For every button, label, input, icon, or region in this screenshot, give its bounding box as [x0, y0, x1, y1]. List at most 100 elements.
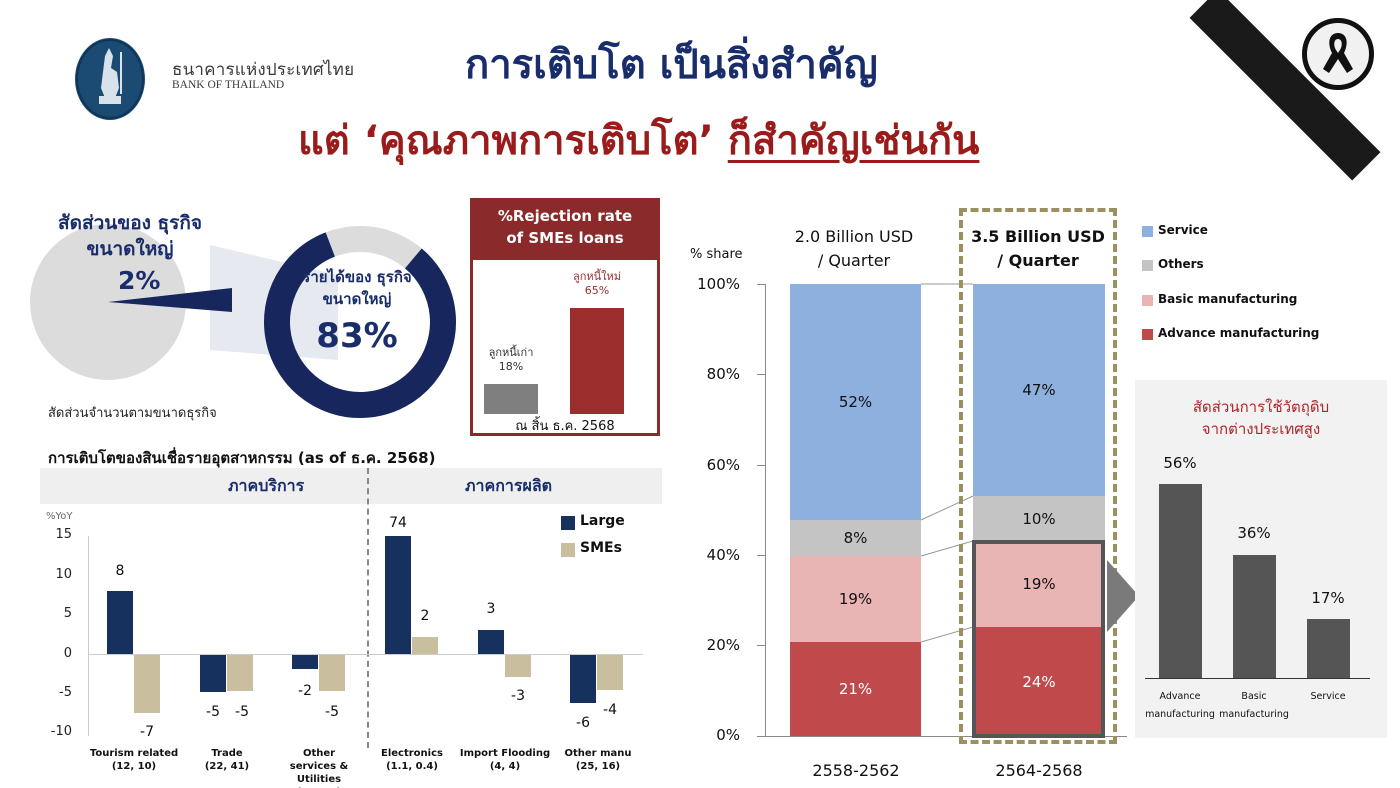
y-tick: 20%	[706, 636, 740, 654]
bar-large-electronics	[385, 536, 411, 654]
stacked-y-unit: % share	[690, 247, 743, 262]
y-tick: 10	[55, 567, 72, 582]
segment-advance-col1: 21%	[790, 642, 921, 736]
x-label-col1: 2558-2562	[812, 761, 900, 780]
y-axis	[88, 536, 89, 736]
stacked-x-axis	[757, 736, 1127, 737]
legend-smes-label: SMEs	[580, 540, 622, 556]
y-tick: 0	[63, 646, 72, 661]
sector-band	[40, 468, 662, 504]
category-label: Trade (22, 41)	[204, 748, 250, 772]
bar-smes-import-flooding	[505, 655, 531, 677]
bar-advance-manufacturing	[1159, 484, 1202, 678]
segment-basic-col1: 19%	[790, 556, 921, 642]
y-tick: 100%	[697, 275, 740, 293]
title-line2-prefix: แต่ ‘คุณภาพการเติบโต’	[298, 118, 728, 164]
value-large-other-manu: -6	[576, 715, 590, 731]
value-large-trade: -5	[206, 704, 220, 720]
zero-line	[88, 654, 643, 655]
rejection-footer: ณ สิ้น ธ.ค. 2568	[515, 419, 615, 434]
y-tick: -5	[59, 685, 72, 700]
band-manufacturing: ภาคการผลิต	[465, 476, 553, 495]
bar-large-tourism	[107, 591, 133, 654]
bar-smes-trade	[227, 655, 253, 691]
y-tick: 15	[55, 527, 72, 542]
old-borrower-label: ลูกหนี้เก่า 18%	[488, 346, 534, 373]
value-large-other-services: -2	[298, 683, 312, 699]
new-borrower-bar	[570, 308, 624, 414]
value-smes-other-services: -5	[325, 704, 339, 720]
stacked-y-axis	[765, 284, 766, 736]
industry-chart-title: การเติบโตของสินเชื่อรายอุตสาหกรรม (as of…	[48, 449, 436, 467]
legend-basic-label: Basic manufacturing	[1158, 292, 1298, 306]
legend-advance-swatch	[1142, 329, 1153, 340]
y-tick: 5	[63, 606, 72, 621]
org-name-thai: ธนาคารแห่งประเทศไทย	[172, 60, 355, 80]
pie-label: สัดส่วนของ ธุรกิจขนาดใหญ่	[58, 212, 202, 260]
donut-value: 83%	[316, 316, 398, 356]
y-tick: -10	[50, 724, 72, 739]
value-smes-electronics: 2	[420, 608, 430, 624]
y-tick: 60%	[706, 456, 740, 474]
col1-header: 2.0 Billion USD / Quarter	[794, 227, 914, 270]
value-smes-import-flooding: -3	[511, 688, 525, 704]
bar-smes-tourism	[134, 655, 160, 713]
old-borrower-bar	[484, 384, 538, 414]
bar-large-trade	[200, 655, 226, 692]
segment-service-col1: 52%	[790, 284, 921, 520]
bar-large-other-manu	[570, 655, 596, 703]
legend-basic-swatch	[1142, 295, 1153, 306]
bar-large-other-services	[292, 655, 318, 669]
bar-service	[1307, 619, 1350, 678]
title-line2-underlined: ก็สำคัญเช่นกัน	[727, 118, 980, 164]
legend-others-swatch	[1142, 260, 1153, 271]
segment-others-col1: 8%	[790, 520, 921, 556]
arrow-right-icon	[1107, 560, 1139, 632]
value-smes-other-manu: -4	[603, 702, 617, 718]
highlight-dashed-box	[959, 208, 1117, 744]
value-smes-tourism: -7	[140, 724, 154, 740]
bar-large-import-flooding	[478, 630, 504, 654]
bar-basic-manufacturing	[1233, 555, 1276, 678]
value-advance: 56%	[1163, 454, 1197, 472]
segment-basic-col2: 19%	[973, 541, 1105, 627]
category-label: Tourism related (12, 10)	[89, 748, 179, 772]
category-label: Import Flooding (4, 4)	[459, 748, 551, 772]
rejection-title-line1: %Rejection rate	[497, 207, 633, 225]
category-label: Electronics (1.1, 0.4)	[381, 748, 443, 772]
rejection-rate-title: %Rejection rate of SMEs loans	[470, 198, 660, 260]
bar-smes-other-services	[319, 655, 345, 691]
band-service: ภาคบริการ	[228, 476, 305, 495]
donut-label: รายได้ของ ธุรกิจขนาดใหญ่	[302, 268, 412, 308]
value-large-electronics: 74	[389, 515, 407, 531]
value-smes-trade: -5	[235, 704, 249, 720]
highlight-manufacturing-box	[972, 540, 1105, 738]
x-label-col2: 2564-2568	[995, 761, 1083, 780]
firm-share-graphic	[30, 224, 456, 418]
segment-others-col2: 10%	[973, 496, 1105, 541]
col2-header: 3.5 Billion USD / Quarter	[971, 227, 1105, 270]
y-tick: 40%	[706, 546, 740, 564]
bank-of-thailand-logo	[75, 38, 145, 120]
pie-value: 2%	[118, 266, 161, 295]
bar-smes-electronics	[412, 637, 438, 654]
value-large-import-flooding: 3	[486, 601, 496, 617]
page-title-line2: แต่ ‘คุณภาพการเติบโต’ ก็สำคัญเช่นกัน	[298, 108, 979, 172]
legend-large-label: Large	[580, 513, 625, 529]
revenue-donut	[264, 225, 456, 418]
bar-smes-other-manu	[597, 655, 623, 690]
legend-smes-swatch	[561, 543, 575, 557]
import-share-baseline	[1145, 678, 1370, 679]
category-label: Advance manufacturing	[1145, 691, 1215, 720]
new-borrower-label: ลูกหนี้ใหม่ 65%	[572, 270, 622, 297]
pie-caption: สัดส่วนจำนวนตามขนาดธุรกิจ	[48, 406, 217, 421]
large-firm-slice	[108, 288, 232, 312]
legend-service-label: Service	[1158, 223, 1208, 237]
import-share-title: สัดส่วนการใช้วัตถุดิบ จากต่างประเทศสูง	[1192, 398, 1330, 438]
legend-others-label: Others	[1158, 257, 1204, 271]
rejection-title-line2: of SMEs loans	[506, 229, 624, 247]
legend-service-swatch	[1142, 226, 1153, 237]
segment-service-col2: 47%	[973, 284, 1105, 496]
y-tick: 0%	[716, 726, 740, 744]
